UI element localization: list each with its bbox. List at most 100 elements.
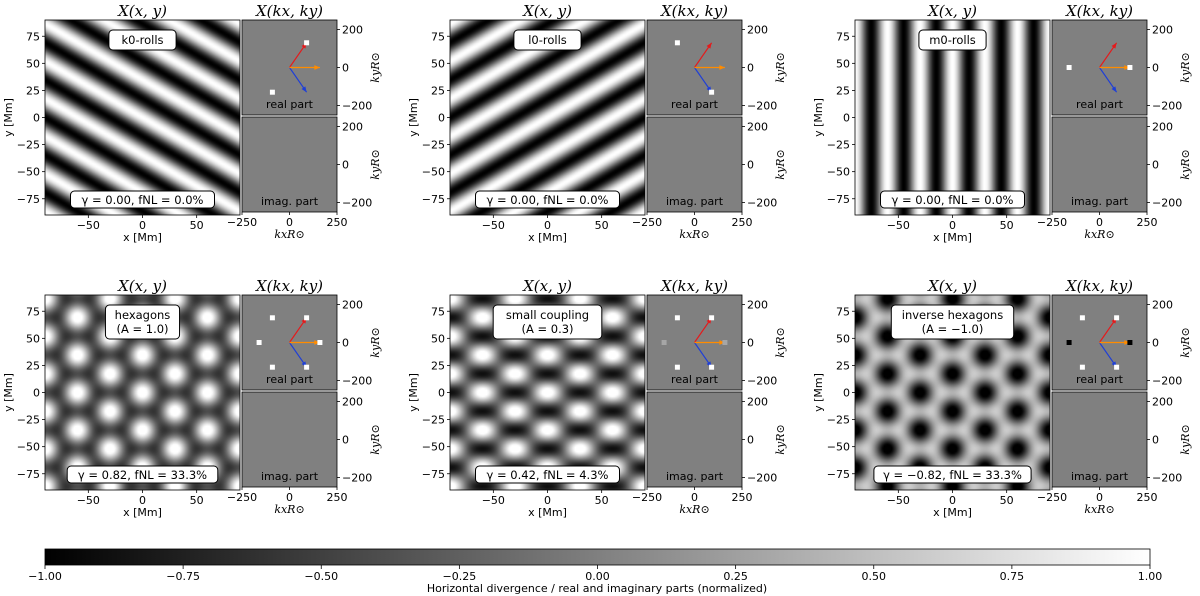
imag-part-label: imag. part xyxy=(261,470,319,483)
ky-tick-label: −200 xyxy=(747,197,777,210)
imag-part-label: imag. part xyxy=(666,470,724,483)
kx-tick-label: −250 xyxy=(1037,216,1067,229)
x-axis-label: x [Mm] xyxy=(528,506,567,519)
params-label: γ = 0.00, fNL = 0.0% xyxy=(892,193,1014,207)
real-part-panel xyxy=(241,19,338,116)
y-tick-label: 50 xyxy=(431,57,445,70)
y-tick-label: −75 xyxy=(827,468,850,481)
x-tick-label: 0 xyxy=(949,219,956,232)
y-tick-label: 0 xyxy=(438,112,445,125)
y-axis-label: y [Mm] xyxy=(812,98,825,137)
kx-axis-label: kxR⊙ xyxy=(679,503,709,516)
kx-tick-label: 250 xyxy=(732,491,753,504)
wavevector-m0-head xyxy=(719,65,725,70)
ky-tick-label: −200 xyxy=(747,100,777,113)
x-tick-label: 50 xyxy=(1000,494,1014,507)
imag-part-panel xyxy=(1051,391,1148,488)
params-label-box xyxy=(475,465,620,484)
ky-axis-label: kyR⊙ xyxy=(774,327,787,357)
kx-tick-label: 0 xyxy=(691,216,698,229)
y-tick-label: 0 xyxy=(33,112,40,125)
y-tick-label: −25 xyxy=(827,414,850,427)
ky-tick-label: 200 xyxy=(342,299,363,312)
colorbar-tick-label: 0.50 xyxy=(862,570,887,583)
y-tick-label: 50 xyxy=(26,57,40,70)
kx-tick-label: 250 xyxy=(1137,491,1158,504)
ky-tick-label: 200 xyxy=(342,396,363,409)
fourier-space-title: X(kx, ky) xyxy=(660,277,728,295)
kx-tick-label: −250 xyxy=(632,216,662,229)
y-tick-label: 50 xyxy=(431,332,445,345)
ky-axis-label: kyR⊙ xyxy=(774,52,787,82)
ky-tick-label: −200 xyxy=(1152,100,1182,113)
ky-tick-label: 0 xyxy=(342,159,349,172)
fourier-mode xyxy=(269,89,275,95)
fourier-mode xyxy=(1066,65,1072,70)
ky-tick-label: −200 xyxy=(342,197,372,210)
fourier-mode xyxy=(269,364,275,370)
y-tick-label: 25 xyxy=(836,84,850,97)
fourier-mode xyxy=(709,364,715,370)
y-tick-label: −75 xyxy=(17,468,40,481)
ky-tick-label: 0 xyxy=(342,62,349,75)
panel-l0-rolls: X(x, y) X(kx, ky)−50 0 507550250−25−50−75x … xyxy=(407,2,787,244)
colorbar-tick-label: 0.25 xyxy=(723,570,748,583)
ky-tick-label: 0 xyxy=(747,62,754,75)
y-tick-label: 25 xyxy=(431,359,445,372)
ky-tick-label: 200 xyxy=(747,121,768,134)
real-part-label: real part xyxy=(671,98,719,111)
y-tick-label: 25 xyxy=(836,359,850,372)
colorbar-tick-label: 0.00 xyxy=(585,570,610,583)
y-tick-label: 50 xyxy=(836,57,850,70)
y-tick-label: 75 xyxy=(26,305,40,318)
ky-tick-label: 0 xyxy=(747,159,754,172)
ky-tick-label: −200 xyxy=(342,375,372,388)
panel-hexagons: X(x, y) X(kx, ky)−50 0 507550250−25−50−75x … xyxy=(2,277,382,519)
x-tick-label: 50 xyxy=(595,219,609,232)
fourier-space-title: X(kx, ky) xyxy=(255,277,323,295)
fourier-mode xyxy=(269,315,275,321)
y-axis-label: y [Mm] xyxy=(2,98,15,137)
y-tick-label: 0 xyxy=(438,387,445,400)
kx-tick-label: −250 xyxy=(632,491,662,504)
x-tick-label: −50 xyxy=(77,219,100,232)
x-axis-label: x [Mm] xyxy=(123,231,162,244)
kx-tick-label: 250 xyxy=(732,216,753,229)
wavevector-l0-head xyxy=(1111,86,1117,93)
fourier-mode xyxy=(1079,364,1085,370)
x-axis-label: x [Mm] xyxy=(933,506,972,519)
y-axis-label: y [Mm] xyxy=(407,98,420,137)
params-label: γ = 0.00, fNL = 0.0% xyxy=(487,193,609,207)
y-tick-label: 50 xyxy=(26,332,40,345)
y-tick-label: 0 xyxy=(33,387,40,400)
params-label: γ = 0.42, fNL = 4.3% xyxy=(487,468,609,482)
ky-tick-label: −200 xyxy=(342,472,372,485)
x-tick-label: −50 xyxy=(887,494,910,507)
y-tick-label: 0 xyxy=(843,387,850,400)
y-axis-label: y [Mm] xyxy=(407,373,420,412)
pattern-label-box xyxy=(492,304,603,340)
pattern-label: l0-rolls xyxy=(528,33,567,47)
ky-axis-label: kyR⊙ xyxy=(369,327,382,357)
ky-tick-label: 200 xyxy=(1152,121,1173,134)
ky-tick-label: 0 xyxy=(747,337,754,350)
y-tick-label: −50 xyxy=(422,166,445,179)
ky-tick-label: −200 xyxy=(747,375,777,388)
wavevector-m0-head xyxy=(1124,65,1130,70)
panel-k0-rolls: X(x, y) X(kx, ky)−50 0 507550250−25−50−75x … xyxy=(2,2,382,244)
heatmap-image xyxy=(855,20,1050,215)
heatmap-image xyxy=(450,20,645,215)
ky-tick-label: 0 xyxy=(1152,337,1159,350)
y-tick-label: 25 xyxy=(26,84,40,97)
imag-part-panel xyxy=(646,391,743,488)
x-tick-label: 0 xyxy=(139,494,146,507)
colorbar-tick-label: 0.75 xyxy=(1000,570,1025,583)
ky-axis-label: kyR⊙ xyxy=(1179,424,1192,454)
imag-part-label: imag. part xyxy=(1071,195,1129,208)
ky-tick-label: −200 xyxy=(1152,197,1182,210)
kx-axis-label: kxR⊙ xyxy=(679,228,709,241)
fourier-mode xyxy=(674,315,680,321)
fourier-mode xyxy=(304,315,310,321)
panels: X(x, y) X(kx, ky)−50 0 507550250−25−50−75x … xyxy=(2,2,1192,519)
